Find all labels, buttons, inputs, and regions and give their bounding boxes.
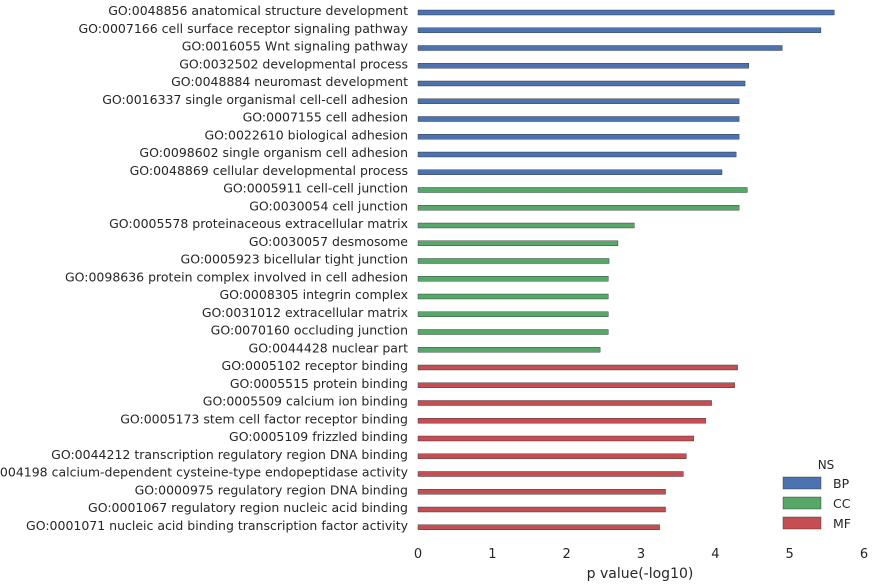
bar — [417, 276, 609, 282]
category-labels-group: GO:0048856 anatomical structure developm… — [0, 3, 409, 533]
x-tick-label: 0 — [414, 547, 422, 562]
bar — [417, 187, 748, 193]
category-label: GO:0005109 frizzled binding — [229, 429, 408, 444]
bar — [417, 27, 822, 33]
legend: NS BP CC MF — [782, 458, 851, 531]
category-label: GO:0016055 Wnt signaling pathway — [182, 39, 409, 54]
bar — [417, 98, 740, 104]
category-label: GO:0005173 stem cell factor receptor bin… — [120, 411, 408, 426]
category-label: GO:0048856 anatomical structure developm… — [108, 3, 408, 18]
bar — [417, 435, 694, 442]
legend-label: BP — [833, 476, 850, 491]
category-label: GO:0030057 desmosome — [249, 234, 408, 249]
bar — [417, 364, 738, 371]
category-label: GO:0001067 regulatory region nucleic aci… — [88, 500, 408, 515]
category-label: GO:0044212 transcription regulatory regi… — [51, 447, 408, 462]
bar — [417, 506, 666, 513]
category-label: GO:0070160 occluding junction — [211, 323, 408, 338]
x-tick-label: 1 — [488, 547, 496, 562]
category-label: GO:0005509 calcium ion binding — [203, 394, 408, 409]
bar — [417, 524, 660, 530]
bar — [417, 347, 601, 353]
category-label: GO:0005515 protein binding — [230, 376, 408, 391]
category-label: GO:0004198 calcium-dependent cysteine-ty… — [0, 465, 409, 480]
bar — [417, 80, 746, 87]
category-label: GO:0005102 receptor binding — [222, 358, 408, 373]
x-tick-label: 3 — [637, 547, 645, 562]
category-label: GO:0007155 cell adhesion — [243, 110, 408, 125]
category-label: GO:0098602 single organism cell adhesion — [139, 145, 408, 160]
bar — [417, 329, 609, 335]
bar — [417, 205, 740, 211]
bar — [417, 9, 835, 16]
x-tick-label: 4 — [711, 547, 719, 562]
legend-title: NS — [818, 458, 835, 472]
bars-group — [417, 9, 835, 530]
x-tick-label: 2 — [563, 547, 571, 562]
bar — [417, 400, 712, 406]
bar — [417, 258, 610, 264]
category-label: GO:0007166 cell surface receptor signali… — [78, 21, 408, 36]
x-axis: 0 1 2 3 4 5 6 — [414, 547, 868, 562]
category-label: GO:0044428 nuclear part — [249, 340, 409, 355]
category-label: GO:0022610 biological adhesion — [205, 127, 409, 142]
category-label: GO:0001071 nucleic acid binding transcri… — [26, 518, 409, 533]
legend-label: CC — [833, 496, 851, 511]
bar — [417, 134, 740, 140]
bar — [417, 453, 687, 459]
category-label: GO:0031012 extracellular matrix — [202, 305, 408, 320]
bar — [417, 382, 735, 388]
bar — [417, 116, 740, 122]
bar — [417, 63, 749, 69]
bar — [417, 240, 619, 246]
category-label: GO:0000975 regulatory region DNA binding — [135, 482, 408, 497]
category-label: GO:0016337 single organismal cell-cell a… — [102, 92, 408, 107]
x-tick-label: 5 — [786, 547, 794, 562]
legend-swatch — [782, 516, 822, 530]
category-label: GO:0005923 bicellular tight junction — [181, 252, 408, 267]
category-label: GO:0098636 protein complex involved in c… — [65, 269, 408, 284]
bar — [417, 471, 684, 477]
category-label: GO:0032502 developmental process — [179, 56, 408, 71]
x-axis-label: p value(-log10) — [587, 566, 694, 582]
bar — [417, 151, 737, 158]
legend-swatch — [782, 476, 822, 490]
bar — [417, 169, 723, 175]
bar — [417, 311, 609, 317]
category-label: GO:0005911 cell-cell junction — [223, 181, 408, 196]
category-label: GO:0005578 proteinaceous extracellular m… — [109, 216, 408, 231]
bar — [417, 222, 635, 229]
bar — [417, 45, 783, 51]
category-label: GO:0030054 cell junction — [249, 198, 408, 213]
bar — [417, 293, 609, 300]
x-tick-label: 6 — [860, 547, 868, 562]
legend-swatch — [782, 496, 822, 510]
category-label: GO:0048884 neuromast development — [171, 74, 408, 89]
category-label: GO:0048869 cellular developmental proces… — [130, 163, 408, 178]
legend-label: MF — [833, 516, 851, 531]
bar — [417, 489, 666, 495]
bar — [417, 418, 706, 424]
category-label: GO:0008305 integrin complex — [219, 287, 408, 302]
